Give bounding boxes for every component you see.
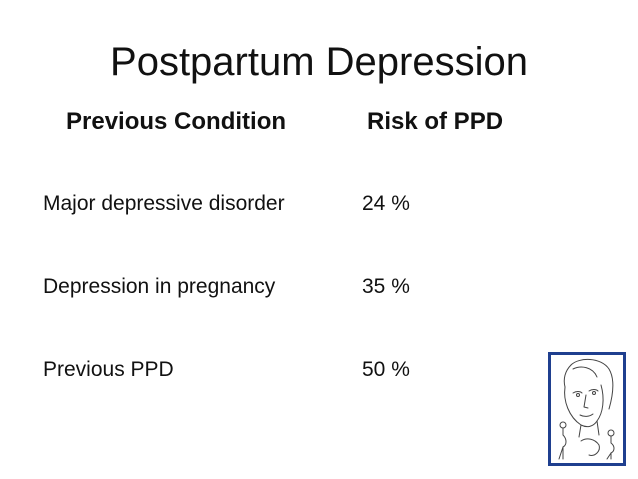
pregnant-woman-face-sketch-icon xyxy=(548,352,626,466)
column-header-risk-of-ppd: Risk of PPD xyxy=(367,108,504,135)
slide-title: Postpartum Depression xyxy=(110,40,528,84)
condition-cell: Previous PPD xyxy=(43,358,174,381)
table-row: Previous PPD 50 % xyxy=(0,354,638,386)
table-row: Depression in pregnancy 35 % xyxy=(0,271,638,303)
risk-cell: 24 % xyxy=(362,192,410,215)
table-row: Major depressive disorder 24 % xyxy=(0,188,638,220)
risk-cell: 35 % xyxy=(362,275,410,298)
risk-cell: 50 % xyxy=(362,358,410,381)
column-header-previous-condition: Previous Condition xyxy=(66,108,287,135)
sketch-drawing xyxy=(558,359,615,460)
condition-cell: Depression in pregnancy xyxy=(43,275,276,298)
condition-cell: Major depressive disorder xyxy=(43,192,285,215)
